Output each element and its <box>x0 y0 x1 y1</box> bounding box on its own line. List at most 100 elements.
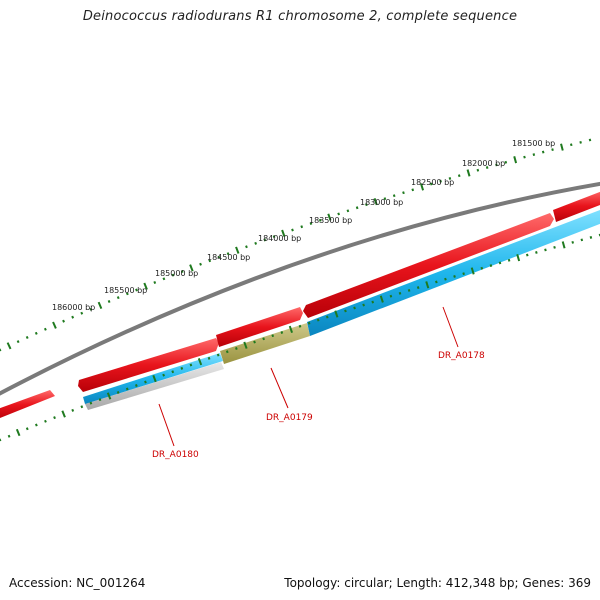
outer-ring-major-tick <box>327 213 332 221</box>
outer-ring-major-tick <box>6 342 12 350</box>
inner-ring-minor-tick <box>89 401 93 405</box>
outer-ring-major-tick <box>143 282 148 290</box>
outer-ring-minor-tick <box>523 155 526 159</box>
inner-ring-minor-tick <box>298 324 302 328</box>
gene-label-dr-a0178[interactable]: DR_A0178 <box>438 351 485 361</box>
reverse-feature-cyan-right[interactable] <box>307 210 600 336</box>
outer-ring-major-tick <box>466 169 471 177</box>
inner-ring-minor-tick <box>271 334 275 338</box>
inner-ring-minor-tick <box>535 251 538 254</box>
reverse-feature-grey[interactable] <box>85 362 224 410</box>
outer-ring-minor-tick <box>588 138 592 142</box>
scale-label: 182500 bp <box>411 178 454 187</box>
outer-ring-minor-tick <box>485 166 489 169</box>
gene-label-dr-a0180[interactable]: DR_A0180 <box>152 450 199 460</box>
inner-ring-minor-tick <box>480 266 484 270</box>
outer-ring-minor-tick <box>532 153 536 157</box>
inner-ring-minor-tick <box>162 373 165 377</box>
inner-ring-minor-tick <box>307 321 311 325</box>
inner-ring-minor-tick <box>53 416 56 420</box>
outer-ring-minor-tick <box>495 163 498 167</box>
inner-ring-minor-tick <box>462 272 465 276</box>
outer-ring-minor-tick <box>457 174 461 178</box>
accession-text: Accession: NC_001264 <box>9 576 146 590</box>
outer-ring-minor-tick <box>355 206 359 210</box>
gene-label-dr-a0179[interactable]: DR_A0179 <box>266 413 313 423</box>
scale-label: 181500 bp <box>512 139 555 148</box>
inner-scale-ring <box>0 233 600 442</box>
inner-ring-minor-tick <box>435 280 438 284</box>
inner-ring-minor-tick <box>553 245 556 249</box>
forward-feature-3[interactable] <box>216 307 303 347</box>
scale-label: 185000 bp <box>155 269 198 278</box>
outer-ring-minor-tick <box>439 179 442 183</box>
outer-ring-minor-tick <box>383 197 387 201</box>
outer-ring-minor-tick <box>153 281 157 285</box>
inner-ring-minor-tick <box>544 248 547 252</box>
outer-ring-minor-tick <box>199 262 202 266</box>
outer-ring-minor-tick <box>43 327 47 331</box>
outer-ring-minor-tick <box>25 335 29 339</box>
reverse-feature-olive[interactable] <box>220 323 310 364</box>
outer-ring-minor-tick <box>346 209 350 213</box>
inner-ring-minor-tick <box>98 398 102 402</box>
scale-label: 184000 bp <box>258 234 301 243</box>
outer-ring-minor-tick <box>245 245 248 249</box>
outer-ring-major-tick <box>189 264 194 272</box>
outer-ring-minor-tick <box>476 168 480 172</box>
outer-ring-minor-tick <box>579 140 582 144</box>
scale-label: 186000 bp <box>52 303 95 312</box>
outer-ring-minor-tick <box>107 299 111 303</box>
inner-ring-major-tick <box>288 325 293 334</box>
inner-ring-minor-tick <box>7 434 11 438</box>
inner-ring-minor-tick <box>389 294 393 298</box>
inner-ring-minor-tick <box>180 366 184 370</box>
inner-ring-minor-tick <box>325 315 329 319</box>
inner-ring-major-tick <box>379 295 384 303</box>
inner-ring-minor-tick <box>71 408 75 412</box>
inner-ring-major-tick <box>425 281 430 289</box>
outer-ring-minor-tick <box>337 212 340 216</box>
outer-ring-minor-tick <box>135 288 138 292</box>
inner-ring-minor-tick <box>171 370 175 374</box>
outer-ring-minor-tick <box>217 255 221 259</box>
forward-strand-features <box>0 190 600 420</box>
inner-ring-minor-tick <box>362 303 365 307</box>
summary-text: Topology: circular; Length: 412,348 bp; … <box>284 576 591 590</box>
outer-ring-minor-tick <box>392 194 396 198</box>
outer-ring-minor-tick <box>309 222 313 225</box>
scale-label: 183000 bp <box>360 198 403 207</box>
scale-label: 183500 bp <box>309 216 352 225</box>
inner-ring-minor-tick <box>189 363 193 367</box>
outer-ring-minor-tick <box>504 160 508 164</box>
inner-ring-minor-tick <box>144 380 147 384</box>
inner-ring-major-tick <box>470 267 475 275</box>
outer-ring-minor-tick <box>226 252 230 256</box>
inner-ring-minor-tick <box>507 258 511 262</box>
forward-feature-2[interactable] <box>78 338 219 392</box>
outer-ring-minor-tick <box>116 296 120 300</box>
outer-ring-major-tick <box>513 156 518 164</box>
outer-ring-minor-tick <box>291 228 294 232</box>
inner-ring-minor-tick <box>444 277 447 281</box>
reverse-feature-cyan-left[interactable] <box>83 353 223 404</box>
outer-ring-minor-tick <box>411 188 415 192</box>
inner-ring-major-tick <box>106 392 112 400</box>
outer-ring-minor-tick <box>71 315 75 319</box>
forward-feature-1[interactable] <box>0 390 55 420</box>
leader-dr-a0180 <box>158 403 175 447</box>
forward-feature-5[interactable] <box>553 190 600 222</box>
outer-ring-major-tick <box>281 229 286 237</box>
inner-ring-minor-tick <box>25 427 29 431</box>
inner-ring-minor-tick <box>589 236 593 239</box>
outer-ring-minor-tick <box>171 273 175 277</box>
outer-ring-minor-tick <box>162 277 166 281</box>
inner-ring-minor-tick <box>316 318 320 322</box>
inner-ring-major-tick <box>61 410 66 418</box>
inner-ring-major-tick <box>197 358 203 366</box>
inner-ring-minor-tick <box>416 286 420 290</box>
inner-ring-minor-tick <box>225 350 229 354</box>
outer-ring-major-tick <box>373 198 378 206</box>
forward-feature-4[interactable] <box>303 213 554 318</box>
inner-ring-minor-tick <box>571 240 575 244</box>
